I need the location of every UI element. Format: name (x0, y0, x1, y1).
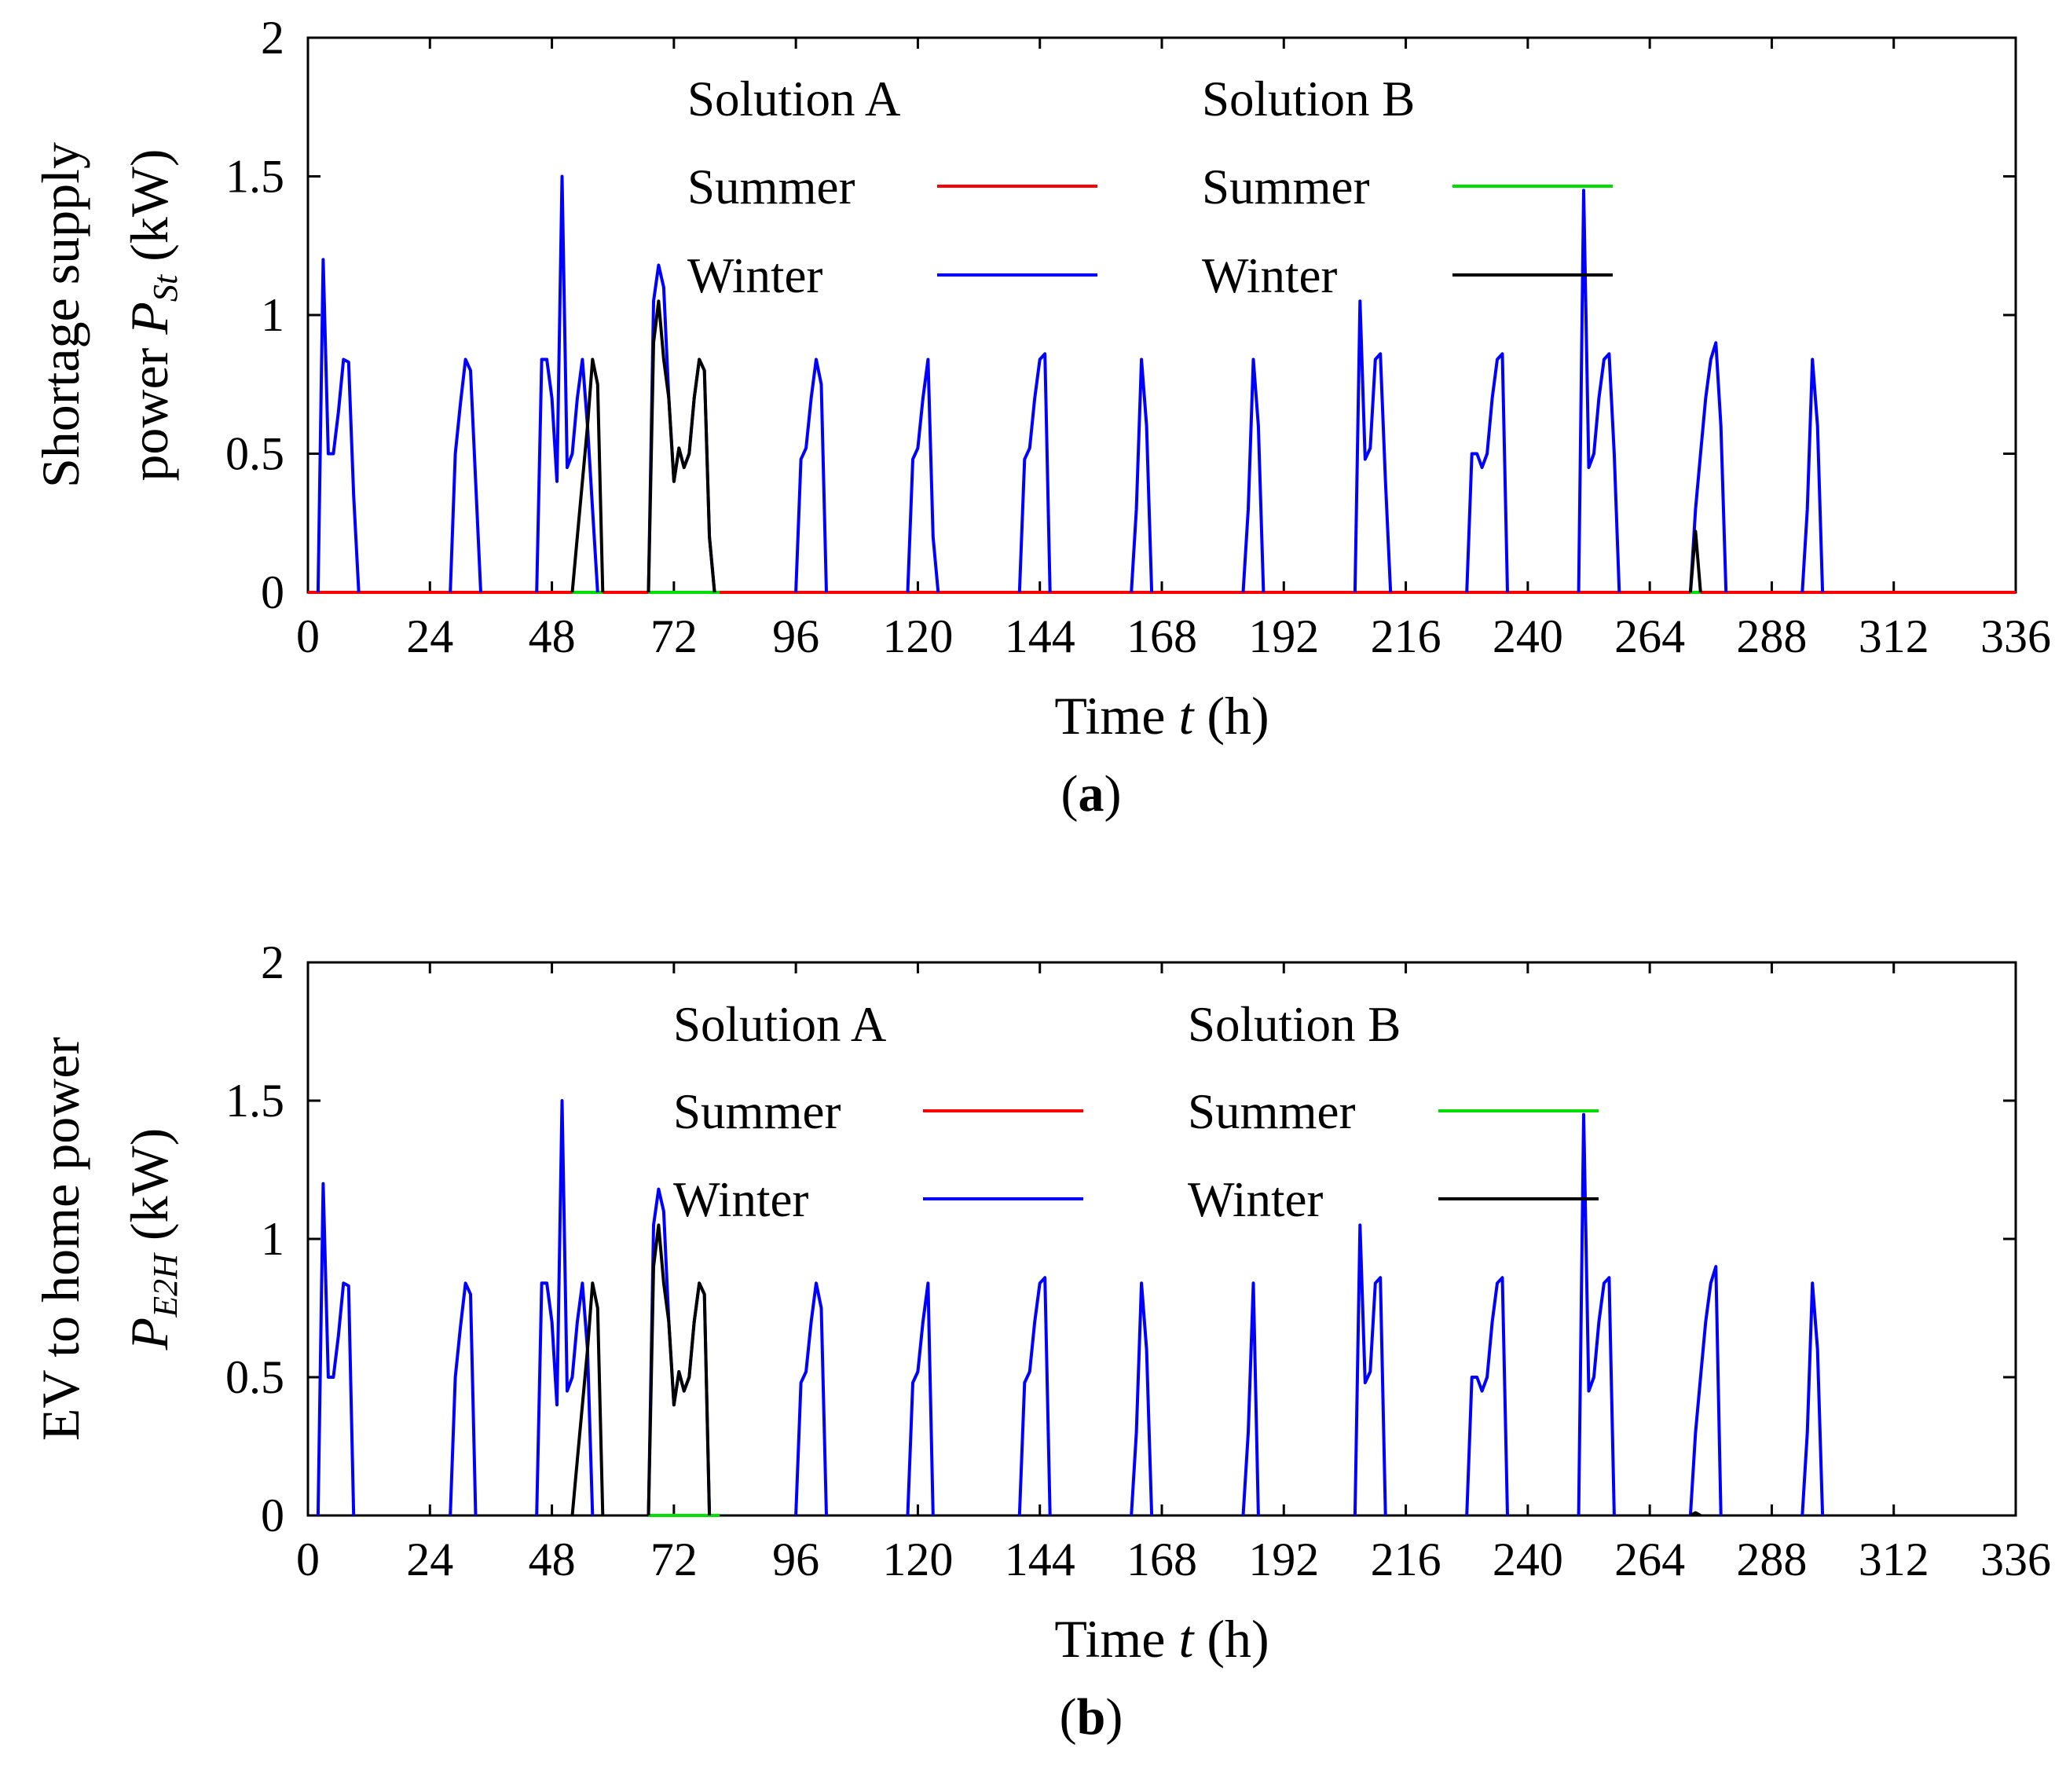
x-tick-label: 48 (529, 1534, 576, 1585)
x-tick-label: 96 (772, 1534, 819, 1585)
x-tick-label: 24 (406, 1534, 453, 1585)
legend-label-summer-b: Summer (1202, 159, 1370, 214)
y-axis-title-line1: EV to home power (31, 1036, 90, 1441)
chart-panel-a: 0 24 48 72 96 120 144 168 192 216 240 264 288 312 3360… (31, 12, 2051, 823)
x-tick-label: 144 (1005, 610, 1075, 662)
caption-paren-close: ) (1105, 1688, 1123, 1746)
x-axis-title: Time t (h) (1054, 1609, 1269, 1669)
x-tick-label: 264 (1614, 1534, 1685, 1585)
y-axis-title-sub: St (146, 273, 185, 302)
x-tick-label: 48 (529, 610, 576, 662)
caption-paren-close: ) (1104, 765, 1122, 823)
x-tick-label: 192 (1248, 610, 1319, 662)
x-tick-label: 312 (1859, 610, 1929, 662)
y-tick-label: 0.5 (225, 1351, 284, 1403)
x-axis-title: Time t (h) (1054, 686, 1269, 746)
x-tick-label: 264 (1614, 610, 1685, 662)
legend: Solution A Solution B Summer Summer Winter Wi… (687, 71, 1613, 303)
legend: Solution A Solution B Summer Summer Winter Wi… (673, 997, 1599, 1227)
x-axis-title-var: t (1178, 1609, 1195, 1669)
y-axis-title-sub: E2H (146, 1252, 185, 1318)
y-axis-title-var: P (119, 302, 179, 335)
legend-label-summer-a: Summer (687, 159, 855, 214)
legend-header-b: Solution B (1188, 997, 1401, 1052)
series-solution-b-winter (570, 1223, 1702, 1517)
x-tick-label: 72 (650, 1534, 698, 1585)
legend-label-winter-b: Winter (1188, 1172, 1323, 1227)
x-tick-label: 24 (406, 610, 453, 662)
panel-caption: (a) (1061, 765, 1122, 823)
x-tick-label: 144 (1005, 1534, 1075, 1585)
y-tick-label: 0.5 (225, 428, 284, 480)
chart-panel-b: 0 24 48 72 96 120 144 168 192 216 240 264 288 312 3360… (31, 936, 2051, 1746)
x-tick-label: 96 (772, 610, 819, 662)
legend-label-winter-a: Winter (687, 248, 822, 303)
x-axis-title-unit: (h) (1193, 1609, 1269, 1669)
x-axis-title-unit: (h) (1193, 686, 1269, 746)
x-tick-label: 312 (1859, 1534, 1929, 1585)
legend-header-a: Solution A (673, 997, 887, 1052)
x-tick-label: 240 (1493, 610, 1563, 662)
panel-caption: (b) (1060, 1688, 1123, 1746)
y-tick-label: 1 (261, 1213, 284, 1265)
x-tick-label: 0 (296, 1534, 320, 1585)
x-axis-title-prefix: Time (1054, 1609, 1178, 1669)
x-axis-title-prefix: Time (1054, 686, 1178, 746)
legend-label-winter-a: Winter (673, 1172, 808, 1227)
x-tick-label: 120 (882, 610, 953, 662)
legend-header-b: Solution B (1202, 71, 1415, 126)
y-tick-label: 1 (261, 289, 284, 341)
caption-paren-open: ( (1060, 1688, 1077, 1746)
x-tick-label: 336 (1980, 1534, 2051, 1585)
y-axis-title-var: P (119, 1317, 179, 1351)
y-axis-title-line2: PE2H (kW) (119, 1128, 185, 1351)
x-tick-label: 288 (1736, 610, 1807, 662)
y-tick-label: 2 (261, 936, 284, 988)
y-axis-title-unit: (kW) (119, 148, 179, 274)
series-solution-b-winter (570, 299, 1702, 593)
y-tick-label: 1.5 (225, 151, 284, 203)
y-axis-title-line1: Shortage supply (31, 142, 90, 488)
y-axis-title-word: power (119, 335, 179, 482)
caption-letter: a (1079, 765, 1104, 823)
y-axis-title-unit: (kW) (119, 1128, 179, 1254)
x-tick-label: 120 (882, 1534, 953, 1585)
legend-label-summer-a: Summer (673, 1084, 841, 1139)
y-tick-label: 0 (261, 1490, 284, 1541)
x-tick-label: 168 (1126, 610, 1197, 662)
x-tick-label: 168 (1126, 1534, 1197, 1585)
caption-letter: b (1077, 1688, 1106, 1746)
y-tick-label: 0 (261, 566, 284, 618)
y-tick-label: 1.5 (225, 1075, 284, 1127)
series-solution-a-winter (316, 174, 1825, 593)
x-tick-label: 240 (1493, 1534, 1563, 1585)
series-solution-a-winter (316, 1099, 1825, 1516)
y-tick-label: 2 (261, 12, 284, 64)
legend-header-a: Solution A (687, 71, 901, 126)
legend-label-summer-b: Summer (1188, 1084, 1356, 1139)
x-tick-label: 72 (650, 610, 698, 662)
y-axis-title-line2: power PSt (kW) (119, 148, 185, 481)
x-axis-title-var: t (1178, 686, 1195, 746)
x-tick-label: 336 (1980, 610, 2051, 662)
x-tick-label: 192 (1248, 1534, 1319, 1585)
caption-paren-open: ( (1061, 765, 1079, 823)
x-tick-label: 216 (1371, 1534, 1441, 1585)
x-tick-label: 216 (1371, 610, 1441, 662)
x-tick-label: 288 (1736, 1534, 1807, 1585)
legend-label-winter-b: Winter (1202, 248, 1337, 303)
x-tick-label: 0 (296, 610, 320, 662)
